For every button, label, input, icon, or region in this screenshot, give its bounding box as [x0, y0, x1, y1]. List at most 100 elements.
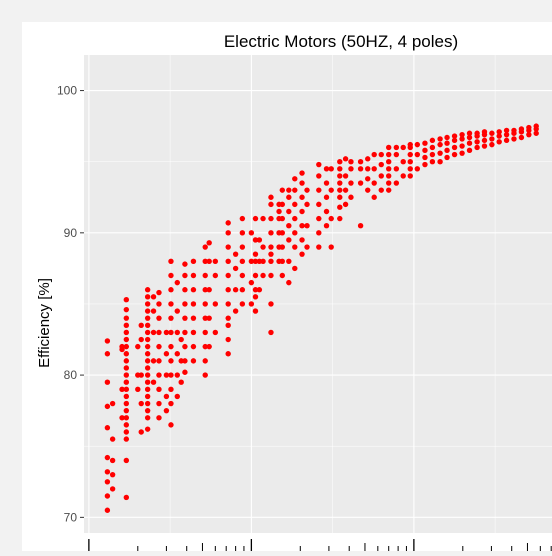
- data-point: [444, 134, 450, 141]
- data-point: [357, 158, 364, 165]
- data-point: [109, 400, 116, 407]
- data-point: [323, 180, 330, 186]
- data-point: [225, 301, 231, 307]
- data-point: [371, 180, 377, 186]
- data-point: [316, 173, 322, 179]
- plot-background: [84, 55, 552, 533]
- data-point: [299, 223, 305, 229]
- data-point: [279, 272, 286, 279]
- chart-panel: Electric Motors (50HZ, 4 poles) Efficien…: [22, 22, 552, 551]
- data-point: [123, 429, 130, 435]
- data-point: [239, 230, 246, 236]
- data-point: [144, 379, 151, 385]
- data-point: [292, 176, 298, 182]
- data-point: [144, 400, 151, 407]
- data-point: [144, 287, 151, 293]
- data-point: [104, 454, 111, 461]
- data-point: [429, 151, 436, 158]
- data-point: [168, 386, 174, 393]
- data-point: [232, 308, 239, 314]
- data-point: [202, 329, 208, 336]
- data-point: [174, 279, 180, 286]
- data-point: [104, 351, 111, 357]
- data-point: [342, 187, 349, 193]
- data-point: [156, 315, 162, 321]
- data-point: [138, 336, 144, 343]
- data-point: [225, 272, 231, 279]
- data-point: [429, 137, 436, 144]
- data-point: [252, 215, 259, 222]
- data-point: [268, 244, 274, 250]
- data-point: [386, 158, 392, 165]
- data-point: [202, 287, 208, 293]
- data-point: [144, 322, 151, 328]
- data-point: [371, 194, 377, 200]
- data-point: [286, 223, 292, 229]
- x-axis-rug: [88, 539, 552, 551]
- data-point: [119, 386, 125, 393]
- data-point: [337, 180, 343, 186]
- data-point: [225, 244, 231, 250]
- data-point: [286, 208, 292, 215]
- data-point: [123, 329, 130, 336]
- data-point: [144, 294, 151, 300]
- data-point: [174, 351, 180, 357]
- data-point: [239, 287, 246, 293]
- data-point: [109, 436, 116, 442]
- data-point: [518, 126, 525, 132]
- y-tick-label: 80: [64, 368, 78, 382]
- y-tick-label: 70: [64, 510, 78, 524]
- data-point: [503, 137, 510, 144]
- data-point: [292, 265, 298, 272]
- data-point: [496, 129, 502, 135]
- data-point: [286, 187, 292, 193]
- data-point: [481, 143, 488, 149]
- data-point: [168, 272, 174, 279]
- data-point: [182, 301, 188, 307]
- data-point: [248, 230, 255, 236]
- data-point: [212, 301, 219, 307]
- data-point: [202, 272, 208, 279]
- data-point: [144, 301, 151, 307]
- data-point: [190, 329, 197, 336]
- data-point: [150, 294, 157, 300]
- data-point: [386, 187, 392, 193]
- data-point: [489, 136, 495, 142]
- data-point: [135, 386, 141, 393]
- data-point: [248, 301, 255, 307]
- data-point: [304, 201, 310, 208]
- data-point: [248, 258, 255, 264]
- data-point: [444, 140, 450, 146]
- data-point: [400, 158, 406, 165]
- data-point: [292, 201, 298, 208]
- data-point: [378, 173, 384, 179]
- data-point: [316, 244, 322, 250]
- data-point: [342, 201, 349, 208]
- data-point: [156, 343, 162, 350]
- data-point: [299, 180, 305, 186]
- data-point: [190, 287, 197, 293]
- data-point: [104, 479, 111, 485]
- data-point: [212, 329, 219, 336]
- data-point: [489, 141, 495, 148]
- data-point: [156, 301, 162, 307]
- data-point: [533, 123, 539, 129]
- data-point: [526, 124, 532, 131]
- data-point: [104, 469, 111, 475]
- data-point: [123, 407, 130, 414]
- data-point: [202, 301, 208, 307]
- data-point: [323, 166, 330, 172]
- data-point: [256, 237, 263, 243]
- data-point: [422, 154, 428, 161]
- data-point: [444, 154, 450, 161]
- data-point: [422, 147, 428, 154]
- data-point: [239, 272, 246, 279]
- data-point: [123, 494, 130, 501]
- data-point: [239, 258, 246, 264]
- data-point: [232, 251, 239, 257]
- data-point: [337, 158, 343, 165]
- data-point: [286, 279, 292, 286]
- data-point: [304, 244, 310, 250]
- data-point: [268, 215, 274, 222]
- data-point: [206, 343, 212, 350]
